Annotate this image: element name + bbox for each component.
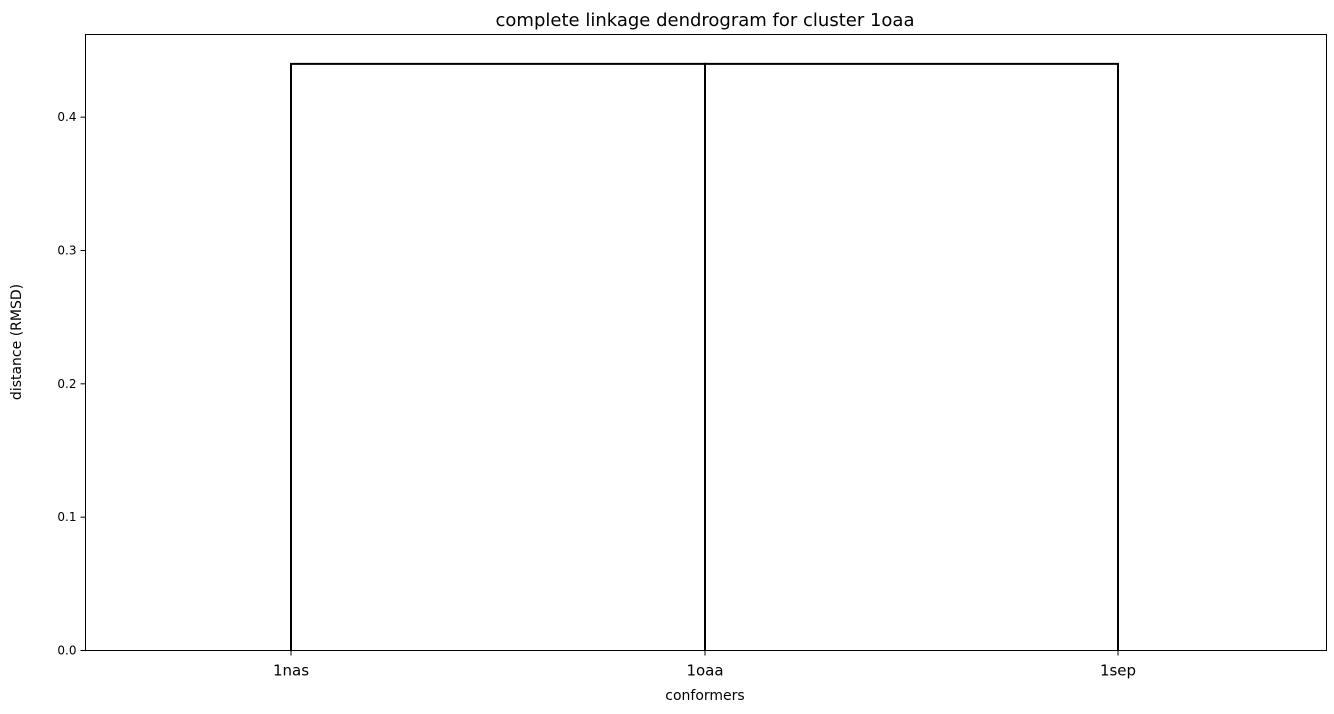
y-tick-label: 0.3: [57, 244, 76, 258]
x-tick-label: 1nas: [273, 662, 309, 680]
dendrogram-links: [290, 62, 1119, 651]
x-axis-label: conformers: [665, 688, 744, 704]
x-tick-label: 1sep: [1100, 662, 1136, 680]
dendrogram-link: [704, 62, 1119, 651]
y-tick-label: 0.4: [57, 110, 76, 124]
dendrogram-link: [290, 62, 706, 651]
y-tick-label: 0.0: [57, 644, 76, 658]
x-tick-label: 1oaa: [686, 662, 723, 680]
x-axis: 1nas 1oaa 1sep: [273, 650, 1136, 680]
chart-title: complete linkage dendrogram for cluster …: [496, 10, 915, 31]
y-tick-label: 0.1: [57, 510, 76, 524]
y-axis-label: distance (RMSD): [9, 284, 25, 400]
y-tick-label: 0.2: [57, 377, 76, 391]
y-axis: 0.0 0.1 0.2 0.3 0.4: [57, 110, 86, 658]
plot-frame: [85, 34, 1327, 651]
